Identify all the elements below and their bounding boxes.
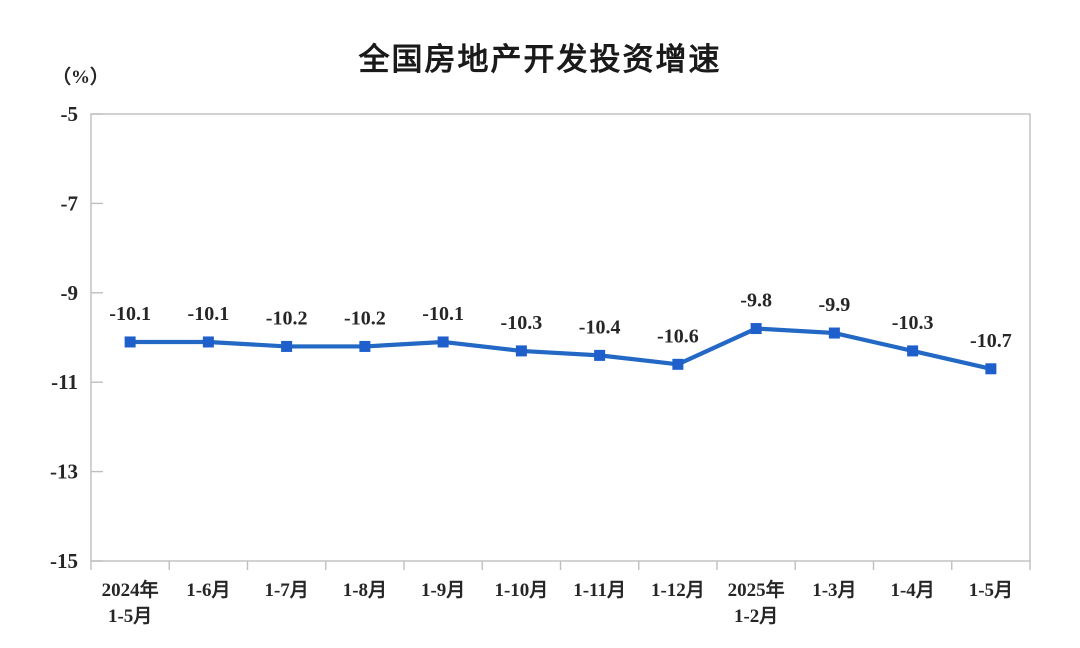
data-point-marker xyxy=(672,358,684,370)
data-point-marker xyxy=(124,336,136,348)
data-point-label: -10.2 xyxy=(266,307,308,329)
x-axis-label: 1-5月 xyxy=(969,580,1013,601)
data-point-marker xyxy=(281,340,293,352)
data-point-label: -10.1 xyxy=(109,303,151,325)
y-axis-unit-label: （%） xyxy=(52,67,110,88)
data-point-label: -10.2 xyxy=(344,307,386,329)
data-point-marker xyxy=(202,336,214,348)
data-point-marker xyxy=(907,345,919,357)
y-tick-label: -15 xyxy=(50,549,78,573)
data-point-marker xyxy=(359,340,371,352)
x-axis-label: 1-2月 xyxy=(734,606,778,627)
data-point-label: -10.7 xyxy=(970,330,1012,352)
data-point-marker xyxy=(515,345,527,357)
data-point-marker xyxy=(594,349,606,361)
y-tick-label: -7 xyxy=(61,191,79,215)
data-point-label: -10.6 xyxy=(657,325,699,347)
data-point-label: -10.3 xyxy=(501,312,543,334)
x-axis-label: 1-10月 xyxy=(494,580,548,601)
data-point-marker xyxy=(437,336,449,348)
data-point-marker xyxy=(828,327,840,339)
data-point-marker xyxy=(750,323,762,335)
data-point-label: -9.8 xyxy=(740,290,772,312)
data-point-label: -10.1 xyxy=(422,303,464,325)
plot-border xyxy=(90,113,1031,562)
x-axis-label: 1-7月 xyxy=(264,580,308,601)
x-axis-label: 1-6月 xyxy=(186,580,230,601)
y-tick-label: -13 xyxy=(50,460,78,484)
chart-title: 全国房地产开发投资增速 xyxy=(358,42,722,77)
data-point-label: -9.9 xyxy=(819,294,851,316)
x-axis-label: 1-11月 xyxy=(573,580,626,601)
data-point-marker xyxy=(985,363,997,375)
x-axis-label: 1-9月 xyxy=(421,580,465,601)
x-axis-label: 1-3月 xyxy=(812,580,856,601)
series-line xyxy=(128,326,993,371)
x-axis-label: 2025年 xyxy=(728,578,785,601)
y-tick-label: -9 xyxy=(61,281,79,305)
data-point-label: -10.4 xyxy=(579,316,621,338)
x-axis-label: 1-4月 xyxy=(890,580,934,601)
x-axis-label: 1-12月 xyxy=(651,580,705,601)
x-axis-label: 2024年 xyxy=(102,578,159,601)
y-tick-label: -5 xyxy=(61,102,79,126)
data-point-label: -10.1 xyxy=(188,303,230,325)
x-axis-label: 1-8月 xyxy=(343,580,387,601)
y-tick-label: -11 xyxy=(51,370,78,394)
x-axis-label: 1-5月 xyxy=(108,606,152,627)
data-point-label: -10.3 xyxy=(892,312,934,334)
